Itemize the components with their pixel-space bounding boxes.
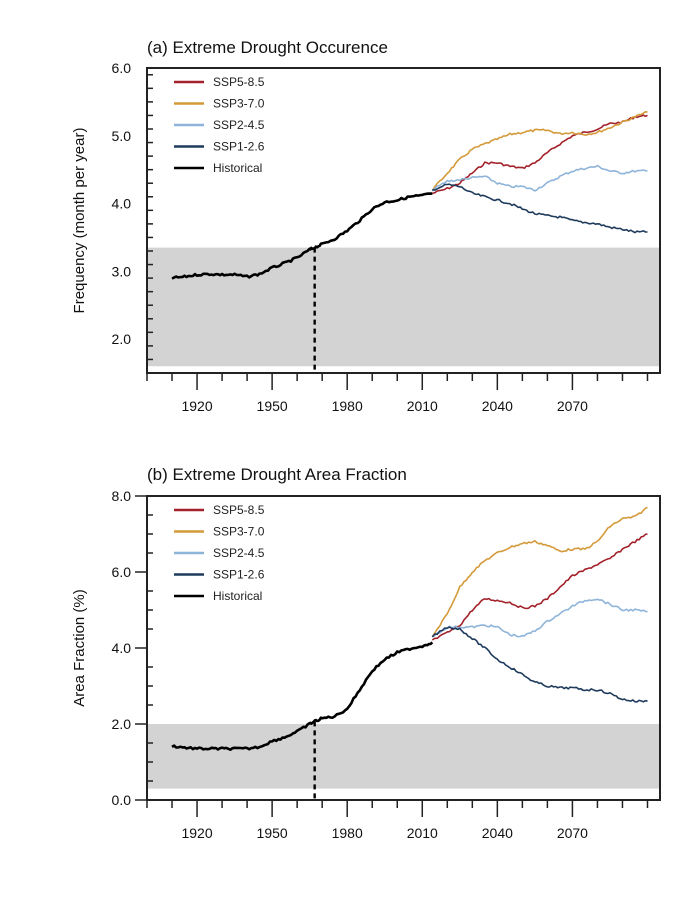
series-line-historical (171, 192, 433, 280)
x-tick-label: 1950 (257, 825, 288, 841)
legend-label: SSP3-7.0 (213, 525, 265, 539)
x-tick-label: 2040 (482, 825, 513, 841)
series-line-ssp3-7-0 (431, 506, 648, 638)
shaded-band (147, 724, 660, 789)
y-tick-label: 8.0 (112, 488, 132, 504)
series-line-historical (171, 641, 434, 752)
series-line-ssp1-2-6 (432, 183, 648, 234)
panel-b: (b) Extreme Drought Area Fraction Area Fr… (71, 465, 661, 841)
series-line-ssp2-4-5 (432, 598, 648, 638)
y-tick-label: 2.0 (112, 331, 132, 347)
plot-frame (146, 67, 661, 374)
y-tick-label: 3.0 (112, 263, 132, 279)
chart-title: (a) Extreme Drought Occurence (147, 38, 388, 57)
legend: SSP5-8.5 SSP3-7.0 SSP2-4.5 SSP1-2.6 Historic… (174, 75, 265, 175)
y-tick-label: 0.0 (112, 792, 132, 808)
legend-label: Historical (213, 161, 262, 175)
x-tick-label: 1980 (332, 825, 363, 841)
legend-label: SSP3-7.0 (213, 97, 265, 111)
y-tick-label: 6.0 (112, 60, 132, 76)
series-line-ssp5-8-5 (431, 533, 648, 641)
legend-label: SSP2-4.5 (213, 118, 265, 132)
legend-label: SSP1-2.6 (213, 568, 265, 582)
legend-label: SSP2-4.5 (213, 546, 265, 560)
legend-label: SSP5-8.5 (213, 503, 265, 517)
y-tick-label: 5.0 (112, 128, 132, 144)
series-line-ssp2-4-5 (431, 164, 648, 192)
x-tick-label: 2070 (557, 398, 588, 414)
y-tick-label: 4.0 (112, 196, 132, 212)
legend-label: SSP1-2.6 (213, 140, 265, 154)
x-tick-label: 1950 (257, 398, 288, 414)
y-tick-label: 6.0 (112, 564, 132, 580)
series-line-ssp5-8-5 (432, 114, 648, 195)
y-axis-label: Area Fraction (%) (71, 589, 88, 707)
x-tick-label: 2010 (407, 398, 438, 414)
legend: SSP5-8.5 SSP3-7.0 SSP2-4.5 SSP1-2.6 Historic… (174, 503, 265, 603)
y-axis-label: Frequency (month per year) (71, 128, 88, 314)
series-line-ssp3-7-0 (431, 111, 648, 192)
x-tick-label: 2040 (482, 398, 513, 414)
x-tick-label: 2070 (557, 825, 588, 841)
x-tick-label: 2010 (407, 825, 438, 841)
chart-title: (b) Extreme Drought Area Fraction (147, 465, 407, 484)
legend-label: Historical (213, 589, 262, 603)
panel-a: (a) Extreme Drought Occurence Frequency (… (71, 38, 661, 414)
legend-label: SSP5-8.5 (213, 75, 265, 89)
series-line-ssp1-2-6 (431, 626, 648, 703)
y-tick-label: 4.0 (112, 640, 132, 656)
shaded-band (147, 247, 660, 367)
x-tick-label: 1920 (181, 825, 212, 841)
x-tick-label: 1920 (181, 398, 212, 414)
y-tick-label: 2.0 (112, 716, 132, 732)
x-tick-label: 1980 (332, 398, 363, 414)
